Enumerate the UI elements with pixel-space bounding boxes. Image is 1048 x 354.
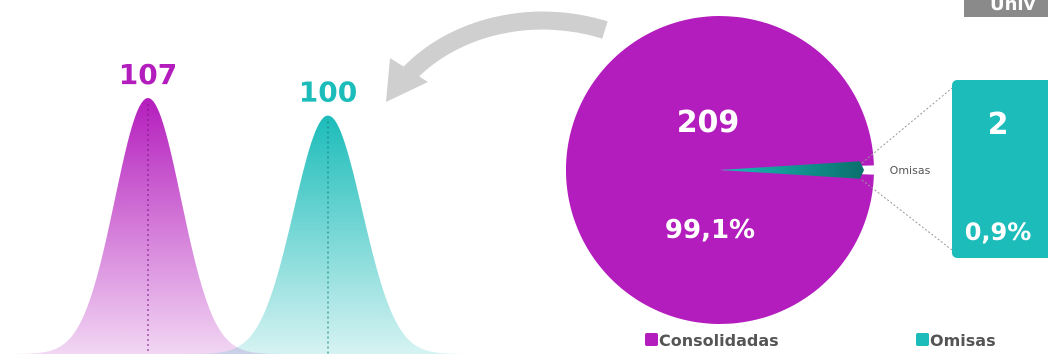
pie-slice-omisas[interactable] — [720, 161, 864, 179]
omisas-callout-box[interactable] — [952, 80, 1048, 258]
peak-omisas-value: 100 — [299, 76, 357, 109]
omisas-callout-percent: 0,9% — [965, 218, 1032, 246]
legend-label-omisas: Omisas — [930, 331, 996, 350]
pie-consolidadas-value: 209 — [677, 105, 740, 140]
legend-swatch-omisas — [916, 333, 929, 346]
header-tab[interactable]: Univ — [964, 0, 1048, 17]
callout-label: Omisas — [890, 164, 931, 177]
peak-omisas — [185, 115, 471, 354]
header-tab-label: Univ — [990, 0, 1036, 15]
curved-arrow-icon — [386, 11, 608, 102]
omisas-callout-value: 2 — [988, 107, 1009, 142]
legend-swatch-consolidadas — [645, 333, 658, 346]
pie-slice-consolidadas[interactable] — [565, 16, 874, 325]
callout-line-top — [861, 87, 953, 164]
pie-consolidadas-percent: 99,1% — [665, 215, 755, 245]
peak-consolidadas-value: 107 — [119, 58, 177, 91]
legend-label-consolidadas: Consolidadas — [659, 331, 779, 350]
callout-line-bottom — [861, 179, 953, 251]
